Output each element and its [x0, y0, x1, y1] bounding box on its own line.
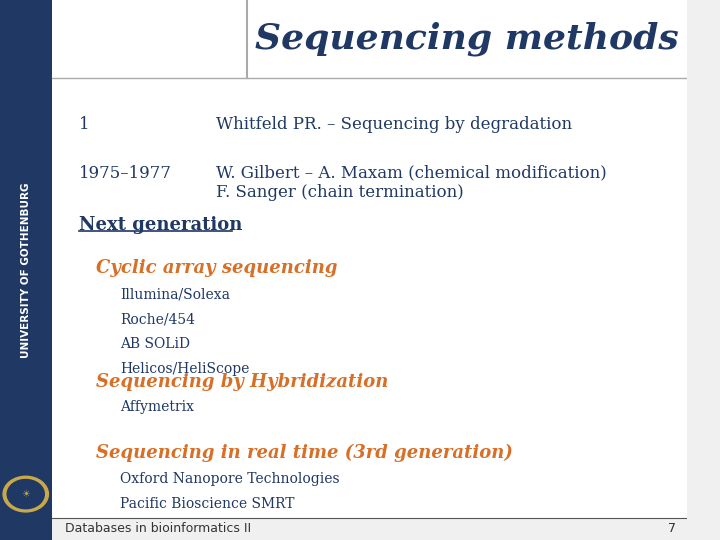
Circle shape: [7, 480, 45, 509]
Text: Sequencing by Hybridization: Sequencing by Hybridization: [96, 373, 389, 390]
Text: Oxford Nanopore Technologies: Oxford Nanopore Technologies: [120, 472, 340, 486]
Circle shape: [3, 476, 48, 512]
Text: Next generation: Next generation: [79, 216, 243, 234]
FancyBboxPatch shape: [52, 0, 687, 518]
Text: Illumina/Solexa: Illumina/Solexa: [120, 287, 230, 301]
Text: W. Gilbert – A. Maxam (chemical modification)
F. Sanger (chain termination): W. Gilbert – A. Maxam (chemical modifica…: [216, 165, 607, 201]
Text: UNIVERSITY OF GOTHENBURG: UNIVERSITY OF GOTHENBURG: [21, 183, 31, 357]
FancyBboxPatch shape: [0, 0, 52, 540]
Text: Helicos/HeliScope: Helicos/HeliScope: [120, 362, 250, 376]
Text: Affymetrix: Affymetrix: [120, 400, 194, 414]
Text: Whitfeld PR. – Sequencing by degradation: Whitfeld PR. – Sequencing by degradation: [216, 116, 572, 133]
Text: Databases in bioinformatics II: Databases in bioinformatics II: [66, 522, 251, 535]
Text: AB SOLiD: AB SOLiD: [120, 337, 190, 351]
Text: 1975–1977: 1975–1977: [79, 165, 172, 181]
Text: Cyclic array sequencing: Cyclic array sequencing: [96, 259, 338, 277]
Text: Sequencing in real time (3rd generation): Sequencing in real time (3rd generation): [96, 444, 513, 462]
Text: 1: 1: [79, 116, 89, 133]
Text: Roche/454: Roche/454: [120, 312, 195, 326]
Text: Sequencing methods: Sequencing methods: [255, 22, 679, 56]
Text: ☀: ☀: [22, 489, 30, 499]
Text: Pacific Bioscience SMRT: Pacific Bioscience SMRT: [120, 497, 294, 511]
Text: 7: 7: [668, 522, 676, 535]
